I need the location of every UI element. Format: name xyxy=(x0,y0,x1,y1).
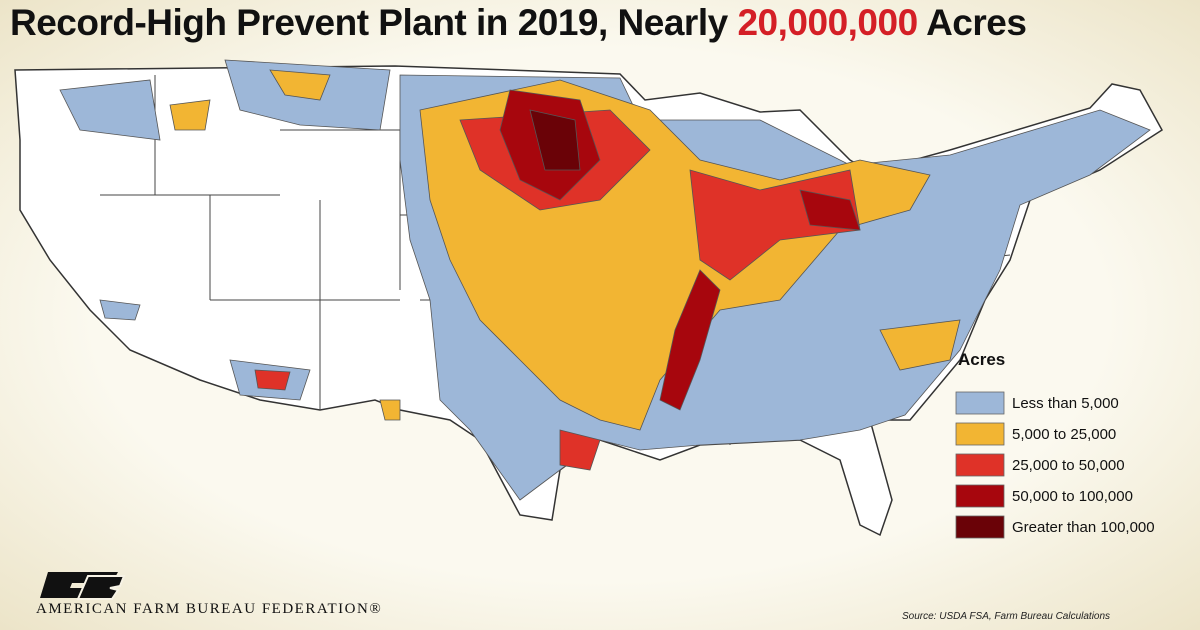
title: Record-High Prevent Plant in 2019, Nearl… xyxy=(10,2,1027,44)
legend-label: Less than 5,000 xyxy=(1012,395,1119,412)
title-text: Acres xyxy=(917,2,1027,43)
legend-label: 5,000 to 25,000 xyxy=(1012,426,1116,443)
county-region xyxy=(879,319,961,371)
logo xyxy=(40,572,126,600)
source: Source: USDA FSA, Farm Bureau Calculatio… xyxy=(902,611,1111,622)
county-region xyxy=(559,429,601,471)
county-region xyxy=(254,369,291,391)
organization: AMERICAN FARM BUREAU FEDERATION® xyxy=(36,601,383,617)
legend-swatch xyxy=(955,391,1005,415)
legend-label: Greater than 100,000 xyxy=(1012,519,1155,536)
legend-swatch xyxy=(955,484,1005,508)
title-highlight: 20,000,000 xyxy=(737,2,918,43)
county-region xyxy=(169,99,211,131)
legend-label: 50,000 to 100,000 xyxy=(1012,488,1133,505)
county-region xyxy=(99,299,141,321)
legend: Less than 5,000 5,000 to 25,000 25,000 to … xyxy=(955,391,1155,539)
county-region xyxy=(379,399,401,421)
county-region xyxy=(799,189,861,231)
legend-title: Acres xyxy=(958,350,1005,369)
county-regions xyxy=(59,59,1151,501)
county-region xyxy=(529,109,581,171)
legend-swatch xyxy=(955,515,1005,539)
county-region xyxy=(269,69,331,101)
title-text: Record-High Prevent Plant in 2019, Nearl… xyxy=(10,2,738,43)
legend-label: 25,000 to 50,000 xyxy=(1012,457,1125,474)
legend-swatch xyxy=(955,453,1005,477)
legend-swatch xyxy=(955,422,1005,446)
county-region xyxy=(59,79,161,141)
county-region xyxy=(659,269,721,411)
